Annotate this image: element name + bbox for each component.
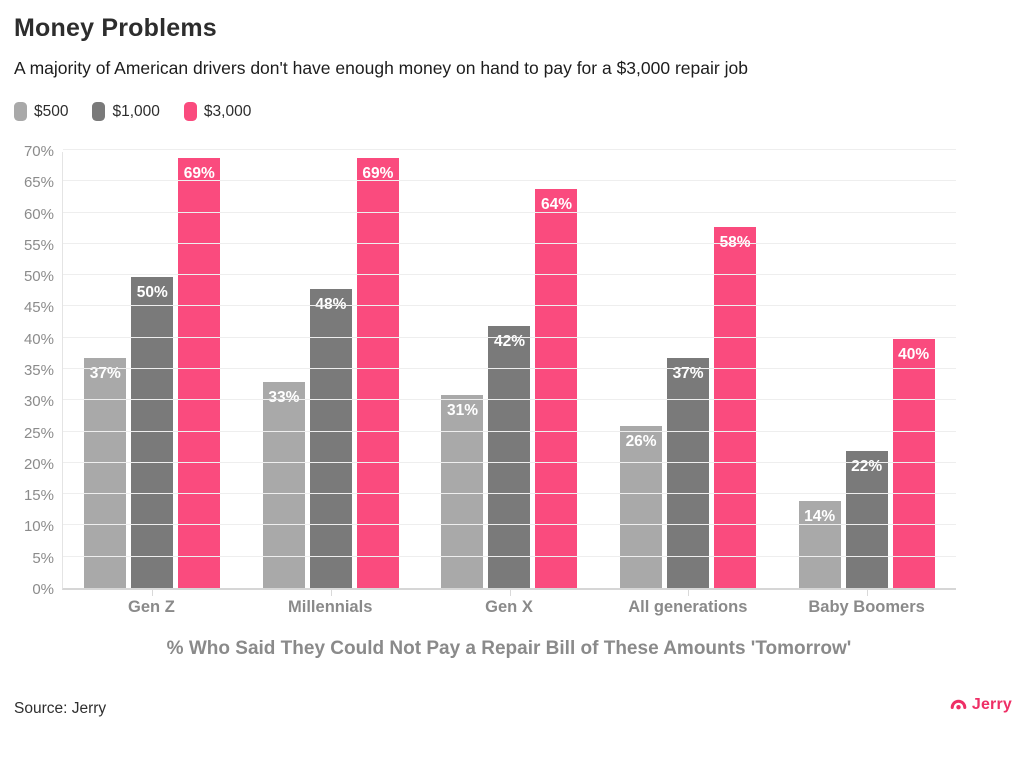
gridline <box>63 336 956 338</box>
y-tick-label: 70% <box>23 143 54 160</box>
bar-value-label: 26% <box>625 433 657 451</box>
jerry-arc-icon <box>949 697 968 714</box>
gridline <box>63 180 956 182</box>
y-tick-label: 0% <box>32 581 54 598</box>
x-category-label: Millennials <box>288 598 373 616</box>
x-axis-tick <box>688 590 690 596</box>
y-axis-labels: 0% 5% 10% 15% 20% 25% 30% 35% 40% 45% 50% 55% 60% 65%… <box>0 143 54 598</box>
gridline <box>63 555 956 557</box>
legend-swatch-icon <box>14 102 27 121</box>
x-axis-title: % Who Said They Could Not Pay a Repair B… <box>166 638 852 659</box>
bar-value-label: 40% <box>898 345 930 363</box>
x-category-label: All generations <box>628 598 748 616</box>
bar-value-label: 69% <box>362 165 394 183</box>
gridline <box>63 305 956 307</box>
x-category-label: Gen Z <box>128 598 175 616</box>
bar-500-all-generations: 26% <box>620 426 663 588</box>
bar-value-label: 14% <box>804 507 836 525</box>
gridline <box>63 399 956 401</box>
bar-3000-gen-z: 69% <box>178 158 221 588</box>
page-subtitle: A majority of American drivers don't hav… <box>14 58 748 78</box>
bar-value-label: 69% <box>183 165 215 183</box>
bar-group: 33% 48% 69% <box>242 152 421 588</box>
bar-groups: 37% 50% 69% 33% 48% 69% 31% 42% 64% 26% 37% 58% 14% 2… <box>63 152 956 588</box>
legend-label: $1,000 <box>112 102 160 120</box>
legend-label: $3,000 <box>203 102 252 120</box>
x-axis-tick <box>509 590 511 596</box>
y-tick-label: 15% <box>23 487 54 505</box>
bar-500-gen-z: 37% <box>84 357 127 588</box>
x-axis-labels: Gen Z Millennials Gen X All generations Baby… <box>62 598 956 617</box>
bar-value-label: 50% <box>136 283 168 301</box>
y-tick-label: 5% <box>32 549 54 567</box>
y-tick-label: 20% <box>23 455 54 473</box>
gridline <box>63 368 956 369</box>
brand-logo: Jerry <box>949 696 1012 714</box>
y-tick-label: 35% <box>23 362 54 379</box>
bar-500-baby-boomers: 14% <box>798 500 841 588</box>
bar-value-label: 31% <box>446 401 478 419</box>
legend-item: $500 <box>14 102 68 121</box>
bar-3000-baby-boomers: 40% <box>892 338 935 588</box>
legend-label: $500 <box>34 102 69 120</box>
bar-group: 31% 42% 64% <box>420 152 599 588</box>
gridline <box>63 430 956 432</box>
bar-500-gen-x: 31% <box>441 394 484 588</box>
brand-name: Jerry <box>971 696 1012 713</box>
bar-value-label: 64% <box>540 196 572 214</box>
legend-item: $1,000 <box>92 102 160 121</box>
y-tick-label: 40% <box>23 330 54 348</box>
chart-legend: $500 $1,000 $3,000 <box>14 102 251 121</box>
source-note: Source: Jerry <box>14 700 107 717</box>
bar-value-label: 33% <box>268 389 300 407</box>
bar-1000-gen-z: 50% <box>131 276 174 588</box>
gridline <box>63 524 956 526</box>
gridline <box>63 242 956 244</box>
legend-swatch-icon <box>92 102 106 121</box>
bar-value-label: 48% <box>315 296 347 314</box>
bar-1000-gen-x: 42% <box>488 326 531 588</box>
bar-value-label: 22% <box>851 457 883 475</box>
bar-1000-all-generations: 37% <box>667 357 710 588</box>
y-tick-label: 60% <box>23 205 54 223</box>
y-tick-label: 45% <box>23 299 54 317</box>
y-tick-label: 50% <box>23 268 54 286</box>
legend-swatch-icon <box>183 102 197 121</box>
bar-value-label: 58% <box>719 233 751 251</box>
bar-3000-millennials: 69% <box>356 158 399 588</box>
y-tick-label: 55% <box>23 236 54 254</box>
gridline <box>63 493 956 495</box>
gridline <box>63 149 956 150</box>
y-tick-label: 25% <box>23 424 54 442</box>
bar-1000-millennials: 48% <box>309 289 352 588</box>
page-title: Money Problems <box>14 14 217 42</box>
y-tick-label: 30% <box>23 393 54 411</box>
bar-group: 37% 50% 69% <box>63 152 242 588</box>
y-tick-label: 10% <box>23 518 54 536</box>
legend-item: $3,000 <box>183 102 252 121</box>
bar-3000-all-generations: 58% <box>714 226 757 588</box>
x-axis-tick <box>330 590 332 596</box>
gridline <box>63 211 956 213</box>
bar-group: 14% 22% 40% <box>777 152 956 588</box>
bar-group: 26% 37% 58% <box>599 152 778 588</box>
bar-3000-gen-x: 64% <box>535 189 578 588</box>
y-tick-label: 65% <box>23 174 54 192</box>
x-category-label: Baby Boomers <box>808 598 925 616</box>
x-axis-tick <box>152 590 154 596</box>
x-axis-tick <box>866 590 868 596</box>
bar-1000-baby-boomers: 22% <box>845 450 888 588</box>
gridline <box>63 274 956 276</box>
bar-500-millennials: 33% <box>262 382 305 588</box>
plot-area: 37% 50% 69% 33% 48% 69% 31% 42% 64% 26% 37% 58% 14% 2… <box>62 149 956 596</box>
x-category-label: Gen X <box>485 598 533 616</box>
gridline <box>63 461 956 463</box>
